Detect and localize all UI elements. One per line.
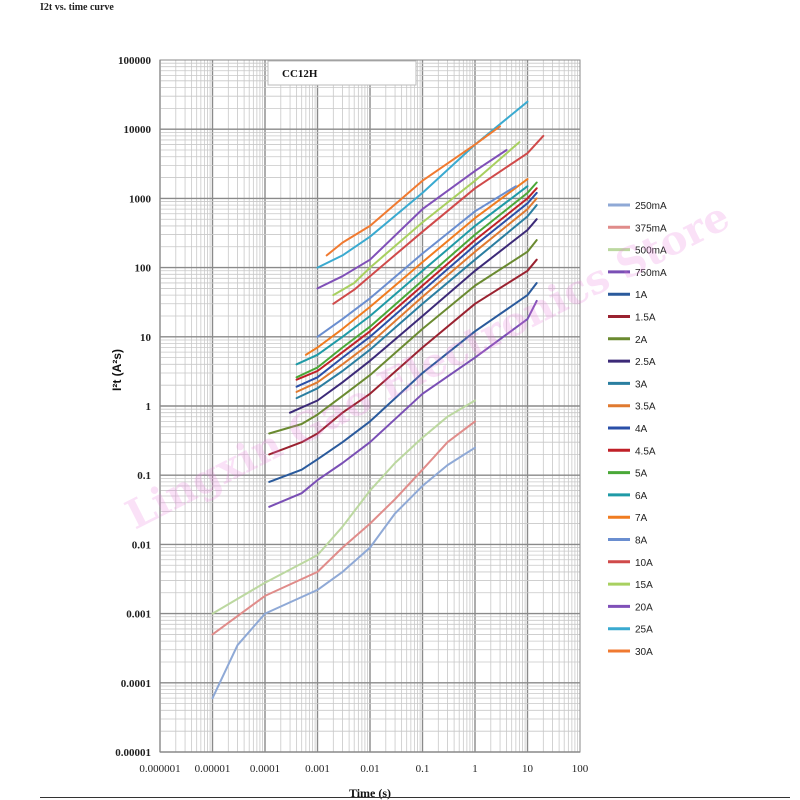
series-line-7A: [304, 178, 529, 356]
series-line-30A: [325, 125, 501, 257]
legend-label: 5A: [635, 469, 648, 480]
legend-label: 1A: [635, 290, 648, 301]
series-line-8A: [316, 185, 517, 338]
y-tick-label: 10000: [124, 124, 152, 136]
series-line-375mA: [211, 420, 476, 636]
legend-label: 4A: [635, 424, 648, 435]
series-line-3.5A: [295, 197, 538, 393]
x-tick-label: 0.0001: [250, 763, 280, 775]
series-line-4A: [295, 191, 538, 388]
y-tick-label: 100: [135, 263, 152, 275]
legend-label: 15A: [635, 580, 653, 591]
series-line-3A: [295, 204, 538, 400]
y-tick-label: 1: [146, 401, 152, 413]
legend-label: 1.5A: [635, 313, 656, 324]
plot-frame: [159, 59, 581, 753]
series-line-15A: [332, 141, 521, 297]
y-tick-label: 1000: [129, 193, 152, 205]
y-tick-label: 0.1: [137, 470, 151, 482]
series-line-1.5A: [268, 258, 538, 456]
series-line-500mA: [211, 399, 476, 615]
x-tick-label: 0.001: [305, 763, 330, 775]
series-line-2A: [268, 239, 538, 435]
series-lines: [211, 100, 545, 700]
y-tick-label: 0.001: [126, 609, 151, 621]
series-line-750mA: [268, 299, 538, 508]
legend-label: 250mA: [635, 201, 667, 212]
legend-label: 4.5A: [635, 446, 656, 457]
y-tick-label: 0.0001: [121, 678, 151, 690]
series-line-10A: [332, 134, 545, 305]
chart-title-box: CC12H: [267, 60, 417, 86]
legend-label: 20A: [635, 602, 653, 613]
x-tick-label: 1: [472, 763, 478, 775]
page-title: I2t vs. time curve: [40, 2, 114, 13]
series-line-250mA: [211, 446, 476, 700]
y-tick-label: 0.00001: [115, 747, 151, 759]
y-tick-label: 0.01: [132, 539, 151, 551]
legend-label: 10A: [635, 558, 653, 569]
chart-title: CC12H: [282, 68, 318, 80]
legend-label: 8A: [635, 536, 648, 547]
x-tick-label: 0.01: [360, 763, 379, 775]
legend-label: 7A: [635, 513, 648, 524]
legend-label: 6A: [635, 491, 648, 502]
legend-label: 375mA: [635, 223, 667, 234]
legend-label: 2.5A: [635, 357, 656, 368]
legend-label: 3.5A: [635, 402, 656, 413]
x-tick-label: 0.1: [416, 763, 430, 775]
legend-label: 30A: [635, 647, 653, 658]
y-tick-labels: 0.00001 0.0001 0.001 0.01 0.1 1 10 100 1000 10000…: [115, 55, 151, 759]
series-line-4.5A: [295, 187, 538, 381]
x-axis-title: Time (s): [349, 786, 391, 800]
x-tick-label: 0.00001: [195, 763, 231, 775]
series-line-6A: [295, 185, 529, 366]
y-tick-label: 10: [140, 332, 152, 344]
legend-label: 2A: [635, 335, 648, 346]
legend-label: 750mA: [635, 268, 667, 279]
series-line-5A: [295, 181, 538, 379]
x-tick-label: 100: [572, 763, 589, 775]
grid: [159, 60, 580, 753]
series-line-2.5A: [289, 218, 538, 414]
bottom-rule: [40, 797, 790, 798]
legend-label: 25A: [635, 625, 653, 636]
x-tick-label: 0.000001: [139, 763, 180, 775]
series-line-20A: [316, 149, 508, 290]
y-tick-label: 100000: [118, 55, 152, 67]
x-tick-label: 10: [522, 763, 534, 775]
y-axis-title: I²t (A²s): [110, 349, 124, 391]
x-tick-labels: 0.000001 0.00001 0.0001 0.001 0.01 0.1 1 10 100: [139, 763, 588, 775]
legend-label: 500mA: [635, 246, 667, 257]
legend-label: 3A: [635, 379, 648, 390]
series-line-1A: [268, 282, 538, 483]
legend: 250mA 375mA 500mA 750mA 1A 1.5A 2A 2.5A 3A 3.5A 4A…: [608, 201, 667, 658]
